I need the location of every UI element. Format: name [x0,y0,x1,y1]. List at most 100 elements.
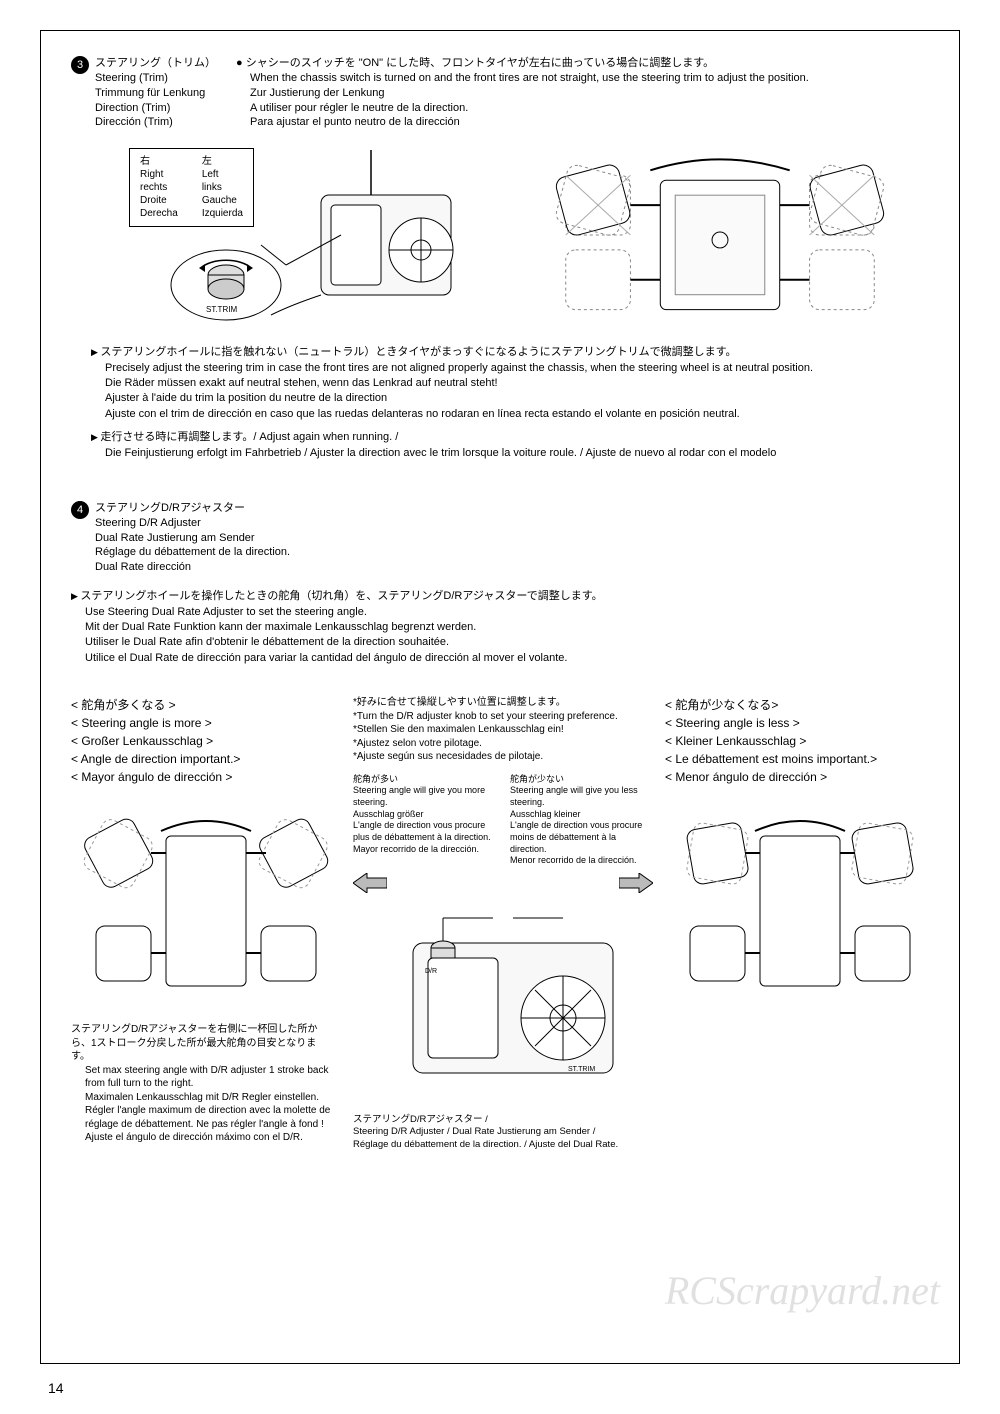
section-4: 4 ステアリングD/Rアジャスター Steering D/R Adjuster … [71,501,929,1151]
bn-4: Ajuste el ángulo de dirección máximo con… [85,1131,331,1145]
r-de: rechts [140,181,178,194]
s4n-de: Mit der Dual Rate Funktion kann der maxi… [85,620,929,635]
section-3-note1: ステアリングホイールに指を触れない（ニュートラル）ときタイヤがまっすぐになるよう… [91,345,929,422]
title-jp: ステアリング（トリム） [95,56,216,71]
cl-0: 舵角が少ない [510,774,653,786]
arrow-left-icon [353,873,387,893]
section-num-4: 4 [71,501,89,519]
cl-4: Menor recorrido de la dirección. [510,855,653,867]
cl-3: L'angle de direction vous procure moins … [510,820,653,855]
tip-3: *Ajustez selon votre pilotage. [353,737,653,751]
s4n-fr: Utiliser le Dual Rate afin d'obtenir le … [85,635,929,650]
n1-jp: ステアリングホイールに指を触れない（ニュートラル）ときタイヤがまっすぐになるよう… [91,345,929,360]
rl-4: < Menor ángulo de dirección > [665,768,935,786]
dr-right-labels: < 舵角が少なくなる> < Steering angle is less > <… [665,696,935,786]
section-3-diagrams: 右 Right rechts Droite Derecha 左 Left lin… [111,140,929,330]
ll-0: < 舵角が多くなる > [71,696,341,714]
ll-4: < Mayor ángulo de dirección > [71,768,341,786]
n2-a: 走行させる時に再調整します。/ Adjust again when runnin… [91,430,929,445]
rl-1: < Steering angle is less > [665,714,935,732]
dr-left-side: < 舵角が多くなる > < Steering angle is more > <… [71,696,341,1145]
cm-3: L'angle de direction vous procure plus d… [353,820,496,843]
cl-2: Ausschlag kleiner [510,809,653,821]
t4-jp: ステアリングD/Rアジャスター [95,501,290,516]
page-frame: 3 ステアリング（トリム） Steering (Trim) Trimmung f… [40,30,960,1364]
rl-2: < Kleiner Lenkausschlag > [665,732,935,750]
l-fr: Gauche [202,194,243,207]
l-en: Left [202,168,243,181]
ll-1: < Steering angle is more > [71,714,341,732]
section-num-3: 3 [71,56,89,74]
tip-0: *好みに合せて操縦しやすい位置に調整します。 [353,696,653,710]
r-es: Derecha [140,207,178,220]
col-less: 舵角が少ない Steering angle will give you less… [510,774,653,868]
svg-text:ST.TRIM: ST.TRIM [568,1066,595,1073]
dr-caption: ステアリングD/Rアジャスター / Steering D/R Adjuster … [353,1114,653,1151]
arrow-right-icon [619,873,653,893]
rl-0: < 舵角が少なくなる> [665,696,935,714]
cm-2: Ausschlag größer [353,809,496,821]
cm-0: 舵角が多い [353,774,496,786]
bn-1: Set max steering angle with D/R adjuster… [85,1064,331,1091]
cap-2: Réglage du débattement de la direction. … [353,1139,653,1151]
right-col: 右 Right rechts Droite Derecha [140,155,178,220]
s4n-es: Utilice el Dual Rate de dirección para v… [85,651,929,666]
cm-1: Steering angle will give you more steeri… [353,785,496,808]
desc-en: When the chassis switch is turned on and… [250,71,929,86]
section-3: 3 ステアリング（トリム） Steering (Trim) Trimmung f… [71,56,929,461]
l-de: links [202,181,243,194]
bn-3: Régler l'angle maximum de direction avec… [85,1104,331,1131]
desc-fr: A utiliser pour régler le neutre de la d… [250,101,929,116]
bn-2: Maximalen Lenkausschlag mit D/R Regler e… [85,1091,331,1105]
l-es: Izquierda [202,207,243,220]
bn-0: ステアリングD/Rアジャスターを右側に一杯回した所から、1ストローク分戻した所が… [71,1023,331,1064]
svg-text:D/R: D/R [425,968,437,975]
n2-b: Die Feinjustierung erfolgt im Fahrbetrie… [105,446,929,461]
section-3-desc: シャシーのスイッチを "ON" にした時、フロントタイヤが左右に曲っている場合に… [236,56,929,130]
title-en: Steering (Trim) [95,71,216,86]
desc-es: Para ajustar el punto neutro de la direc… [250,115,929,130]
n1-es: Ajuste con el trim de dirección en caso … [105,407,929,422]
n1-en: Precisely adjust the steering trim in ca… [105,361,929,376]
ll-2: < Großer Lenkausschlag > [71,732,341,750]
dr-left-labels: < 舵角が多くなる > < Steering angle is more > <… [71,696,341,786]
r-jp: 右 [140,155,178,168]
section-4-titles: ステアリングD/Rアジャスター Steering D/R Adjuster Du… [95,501,290,575]
trim-label-text: ST.TRIM [206,305,237,314]
s4n-jp: ステアリングホイールを操作したときの舵角（切れ角）を、ステアリングD/Rアジャス… [71,589,929,604]
dr-columns: 舵角が多い Steering angle will give you more … [353,774,653,868]
n1-fr: Ajuster à l'aide du trim la position du … [105,391,929,406]
title-fr: Direction (Trim) [95,101,216,116]
chassis-more-angle [71,796,341,1006]
cap-1: Steering D/R Adjuster / Dual Rate Justie… [353,1126,653,1138]
section-3-note2: 走行させる時に再調整します。/ Adjust again when runnin… [91,430,929,461]
cap-0: ステアリングD/Rアジャスター / [353,1114,653,1126]
chassis-top-diagram [511,140,929,330]
chassis-less-angle [665,796,935,1006]
page-number: 14 [48,1380,64,1396]
section-3-titles: ステアリング（トリム） Steering (Trim) Trimmung für… [95,56,216,130]
t4-en: Steering D/R Adjuster [95,516,290,531]
section-4-note: ステアリングホイールを操作したときの舵角（切れ角）を、ステアリングD/Rアジャス… [71,589,929,666]
dr-center: *好みに合せて操縦しやすい位置に調整します。 *Turn the D/R adj… [353,696,653,1151]
s4n-en: Use Steering Dual Rate Adjuster to set t… [85,605,929,620]
r-en: Right [140,168,178,181]
cm-4: Mayor recorrido de la dirección. [353,844,496,856]
col-more: 舵角が多い Steering angle will give you more … [353,774,496,868]
tip-4: *Ajuste según sus necesidades de pilotaj… [353,750,653,764]
ll-3: < Angle de direction important.> [71,750,341,768]
controller-diagram: 右 Right rechts Droite Derecha 左 Left lin… [111,140,481,330]
controller-dr-diagram: D/R ST.TRIM [353,893,653,1103]
n1-de: Die Räder müssen exakt auf neutral stehe… [105,376,929,391]
desc-de: Zur Justierung der Lenkung [250,86,929,101]
t4-es: Dual Rate dirección [95,560,290,575]
t4-de: Dual Rate Justierung am Sender [95,531,290,546]
cl-1: Steering angle will give you less steeri… [510,785,653,808]
r-fr: Droite [140,194,178,207]
dr-tipbox: *好みに合せて操縦しやすい位置に調整します。 *Turn the D/R adj… [353,696,653,764]
desc-jp: シャシーのスイッチを "ON" にした時、フロントタイヤが左右に曲っている場合に… [236,56,929,71]
title-es: Dirección (Trim) [95,115,216,130]
tip-2: *Stellen Sie den maximalen Lenkausschlag… [353,723,653,737]
section-3-header: 3 ステアリング（トリム） Steering (Trim) Trimmung f… [71,56,929,130]
dr-right-side: < 舵角が少なくなる> < Steering angle is less > <… [665,696,935,1011]
